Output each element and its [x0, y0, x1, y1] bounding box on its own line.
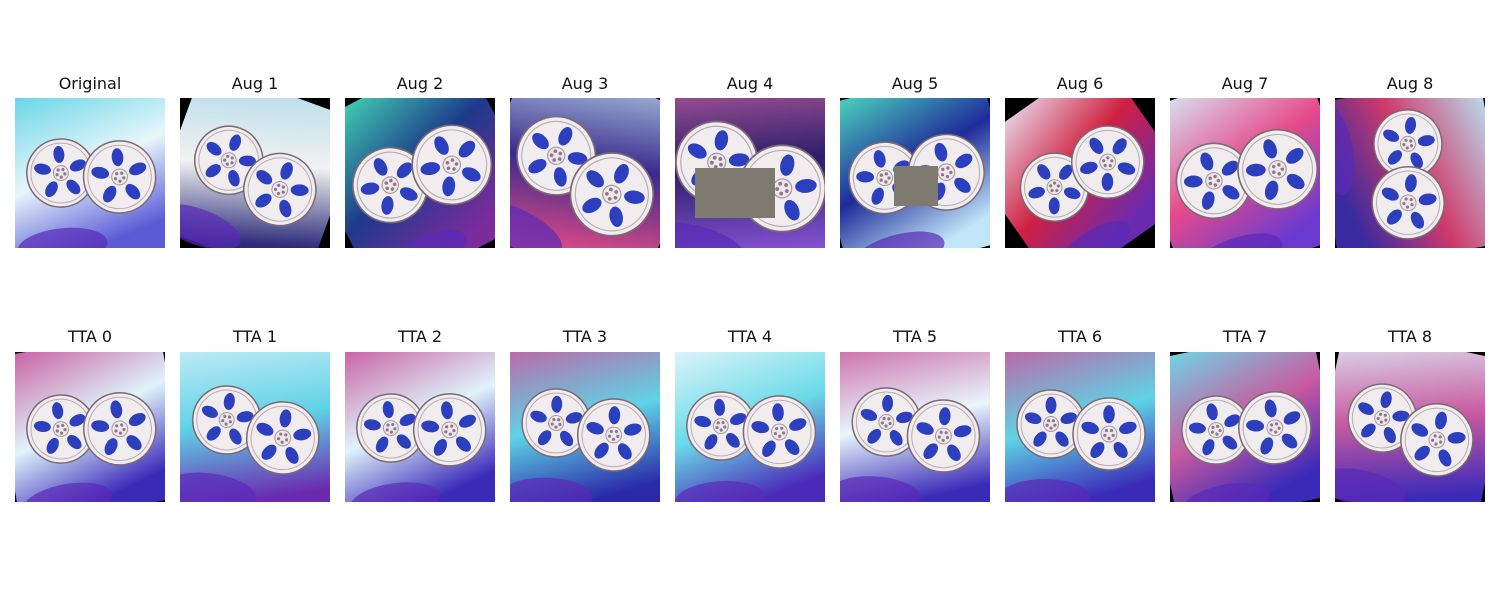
erasing-occluder [695, 168, 775, 218]
wheel-rim [906, 399, 981, 473]
panel-image [1335, 98, 1485, 248]
wheel-rim [851, 387, 922, 457]
wheel-rim [576, 398, 651, 472]
wheel-rim [1016, 389, 1086, 459]
wheel-rim [1238, 391, 1312, 465]
panel-title: Aug 8 [1386, 74, 1434, 93]
wheel-rim [1071, 125, 1145, 199]
panel-image [1005, 352, 1155, 502]
panel-image [675, 98, 825, 248]
wheel-rim [245, 401, 320, 475]
panel-title: Aug 5 [891, 74, 939, 93]
panel-title: Aug 7 [1221, 74, 1269, 93]
panel-image [1170, 352, 1320, 502]
wheel-rim [1347, 383, 1418, 453]
wheel-rim [1019, 152, 1090, 222]
panel-title: TTA 2 [397, 327, 443, 346]
wheel-rim [356, 393, 426, 463]
panel-title: TTA 8 [1387, 327, 1433, 346]
wheel-rim [569, 152, 655, 237]
panel-image [1005, 98, 1155, 248]
panel-title: Original [58, 74, 122, 93]
panel-image [15, 98, 165, 248]
wheel-rim [243, 152, 317, 227]
erasing-occluder [894, 166, 938, 206]
panel-title: TTA 7 [1222, 327, 1268, 346]
wheel-rim [1175, 142, 1253, 220]
panel-image [840, 98, 990, 248]
wheel-rim [411, 124, 493, 206]
wheel-rim [521, 388, 591, 458]
wheel-rim [1373, 109, 1443, 179]
panel-title: TTA 6 [1057, 327, 1103, 346]
panel-title: Aug 4 [726, 74, 774, 93]
panel-title: Aug 3 [561, 74, 609, 93]
panel-image [180, 352, 330, 502]
panel-image [345, 98, 495, 248]
wheel-rim [1072, 397, 1146, 471]
wheel-rim [82, 140, 157, 214]
wheel-rim [1181, 395, 1251, 465]
wheel-rim [742, 395, 817, 469]
panel-image [675, 352, 825, 502]
panel-image [840, 352, 990, 502]
panel-image [15, 352, 165, 502]
panel-title: Aug 6 [1056, 74, 1104, 93]
wheel-rim [26, 394, 96, 464]
wheel-rim [412, 393, 487, 467]
wheel-rim [1371, 166, 1445, 240]
panel-title: TTA 3 [562, 327, 608, 346]
panel-image [180, 98, 330, 248]
panel-title: Aug 1 [231, 74, 279, 93]
panel-image [510, 352, 660, 502]
panel-image [1170, 98, 1320, 248]
wheel-rim [1237, 128, 1319, 210]
panel-title: TTA 5 [892, 327, 938, 346]
panel-image [345, 352, 495, 502]
wheel-rim [26, 138, 96, 208]
panel-image [510, 98, 660, 248]
wheel-rim [1400, 403, 1474, 477]
panel-title: TTA 4 [727, 327, 773, 346]
panel-title: Aug 2 [396, 74, 444, 93]
panel-title: TTA 0 [67, 327, 113, 346]
wheel-rim [83, 392, 157, 466]
panel-image [1335, 352, 1485, 502]
panel-title: TTA 1 [232, 327, 278, 346]
